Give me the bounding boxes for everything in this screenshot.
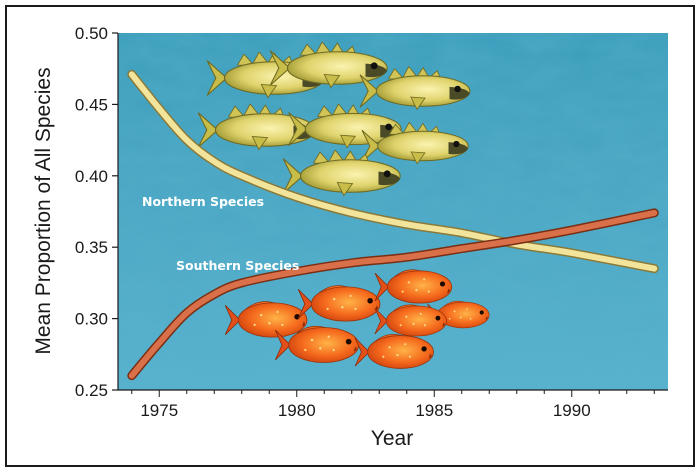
y-axis-title: Mean Proportion of All Species [32,67,55,354]
y-tick-label: 0.30 [75,310,108,329]
southern-species-label: Southern Species [176,258,299,273]
x-axis: 1975 1980 1985 1990 [118,389,668,420]
southern-species-line [128,209,658,379]
y-tick-label: 0.25 [75,381,108,400]
y-tick-label: 0.40 [75,167,108,186]
northern-species-label: Northern Species [142,194,264,209]
northern-species-line [128,71,658,272]
y-tick-label: 0.45 [75,95,108,114]
x-tick-label: 1985 [415,401,453,420]
x-tick-label: 1990 [553,401,591,420]
y-tick-label: 0.35 [75,238,108,257]
x-tick-label: 1975 [140,401,178,420]
series-lines [127,69,659,381]
x-axis-title: Year [371,427,413,450]
x-tick-label: 1980 [278,401,316,420]
y-axis: 0.25 0.30 0.35 0.40 0.45 0.50 [75,24,119,400]
y-tick-label: 0.50 [75,24,108,43]
